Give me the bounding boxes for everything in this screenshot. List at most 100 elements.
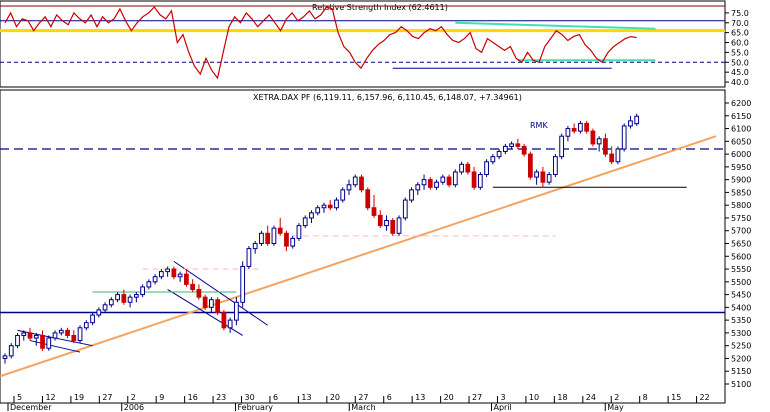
rsi-tick-label: 45.0 bbox=[731, 68, 749, 77]
candle-body bbox=[603, 138, 608, 155]
price-tick-label: 5850 bbox=[731, 188, 751, 197]
price-tick-label: 5450 bbox=[731, 291, 751, 300]
x-tick-label: 24 bbox=[586, 393, 596, 402]
month-label: 2006 bbox=[124, 403, 144, 412]
x-axis: 5 12 19 27 2 9 16 23 30 6 13 20 27 6 13 20 27 3 10 18 24 2 8 15… bbox=[0, 393, 725, 412]
candle-body bbox=[371, 207, 377, 216]
candle-body bbox=[321, 204, 327, 209]
candle-body bbox=[546, 174, 552, 183]
candle-body bbox=[340, 189, 346, 201]
x-tick-label: 27 bbox=[472, 393, 482, 402]
candle-body bbox=[227, 319, 233, 329]
rsi-tick-label: 40.0 bbox=[731, 78, 749, 87]
candle-body bbox=[252, 243, 258, 250]
price-tick-label: 5400 bbox=[731, 303, 751, 312]
rsi-title: Relative Strength Index (62.4611) bbox=[312, 3, 448, 12]
candle-body bbox=[484, 161, 489, 176]
candle-body bbox=[65, 329, 70, 336]
candle-body bbox=[158, 271, 164, 278]
candle-body bbox=[302, 217, 308, 227]
rsi-tick-label: 50.0 bbox=[731, 58, 749, 67]
x-tick-label: 13 bbox=[415, 393, 425, 402]
month-label: May bbox=[607, 403, 624, 412]
x-tick-label: 10 bbox=[529, 393, 539, 402]
candle-body bbox=[46, 337, 52, 349]
candle-body bbox=[459, 163, 464, 173]
x-tick-label: 16 bbox=[188, 393, 198, 402]
candle-body bbox=[565, 128, 571, 137]
candle-body bbox=[184, 273, 189, 285]
candle-body bbox=[271, 227, 277, 245]
price-tick-label: 5100 bbox=[731, 380, 751, 389]
x-tick-label: 2 bbox=[614, 393, 619, 402]
price-tick-label: 5200 bbox=[731, 354, 751, 363]
rsi-line bbox=[4, 6, 637, 80]
candle-body bbox=[15, 334, 20, 347]
x-tick-label: 20 bbox=[444, 393, 454, 402]
x-tick-label: 30 bbox=[245, 393, 255, 402]
price-tick-label: 6100 bbox=[731, 125, 751, 134]
price-tick-label: 5350 bbox=[731, 316, 751, 325]
candle-body bbox=[121, 294, 127, 303]
price-title: XETRA.DAX PF (6,119.11, 6,157.96, 6,110.… bbox=[253, 93, 522, 102]
candle-body bbox=[190, 283, 196, 290]
x-tick-label: 13 bbox=[301, 393, 311, 402]
candle-body bbox=[171, 268, 177, 278]
candle-body bbox=[509, 143, 514, 147]
candle-body bbox=[571, 128, 577, 132]
x-tick-label: 8 bbox=[643, 393, 648, 402]
candle-body bbox=[265, 232, 271, 244]
x-tick-label: 5 bbox=[17, 393, 22, 402]
candle-body bbox=[440, 176, 446, 183]
candle-body bbox=[96, 309, 102, 316]
candle-body bbox=[290, 237, 296, 247]
candle-body bbox=[578, 122, 583, 132]
candle-body bbox=[490, 156, 496, 163]
candle-body bbox=[221, 311, 227, 329]
month-label: December bbox=[10, 403, 52, 412]
candle-body bbox=[77, 327, 83, 342]
candle-body bbox=[365, 189, 371, 209]
candle-body bbox=[202, 296, 208, 308]
candle-body bbox=[502, 145, 508, 153]
candle-body bbox=[2, 355, 8, 359]
price-panel: XETRA.DAX PF (6,119.11, 6,157.96, 6,110.… bbox=[0, 89, 751, 404]
candle-body bbox=[352, 176, 358, 186]
candle-body bbox=[621, 125, 627, 150]
rsi-tick-label: 75.0 bbox=[731, 9, 749, 18]
candle-body bbox=[240, 265, 246, 303]
x-tick-label: 23 bbox=[216, 393, 226, 402]
rsi-tick-label: 55.0 bbox=[731, 48, 749, 57]
candle-body bbox=[21, 332, 27, 336]
price-tick-label: 6050 bbox=[731, 137, 751, 146]
x-tick-label: 27 bbox=[358, 393, 368, 402]
price-tick-label: 6000 bbox=[731, 150, 751, 159]
x-tick-label: 2 bbox=[131, 393, 136, 402]
candle-body bbox=[209, 299, 214, 308]
rsi-panel: Relative Strength Index (62.4611) 40.045… bbox=[0, 0, 749, 88]
candle-body bbox=[634, 115, 640, 125]
candle-body bbox=[596, 138, 602, 145]
candle-body bbox=[346, 184, 352, 191]
candle-body bbox=[246, 248, 252, 267]
x-tick-label: 3 bbox=[500, 393, 505, 402]
candle-body bbox=[615, 148, 621, 163]
candle-body bbox=[215, 299, 221, 313]
rsi-tick-label: 65.0 bbox=[731, 29, 749, 38]
candle-body bbox=[540, 171, 546, 183]
x-tick-label: 27 bbox=[102, 393, 112, 402]
candle-body bbox=[102, 304, 108, 311]
price-tick-label: 5150 bbox=[731, 367, 751, 376]
channel-line bbox=[173, 260, 268, 326]
candle-body bbox=[496, 151, 502, 158]
candle-body bbox=[259, 232, 264, 244]
candle-body bbox=[446, 176, 452, 186]
month-label: March bbox=[351, 403, 375, 412]
x-tick-label: 18 bbox=[557, 393, 567, 402]
candle-body bbox=[334, 199, 339, 209]
price-tick-label: 5900 bbox=[731, 176, 751, 185]
candle-body bbox=[165, 268, 170, 273]
rsi-tick-label: 60.0 bbox=[731, 39, 749, 48]
price-tick-label: 5550 bbox=[731, 265, 751, 274]
